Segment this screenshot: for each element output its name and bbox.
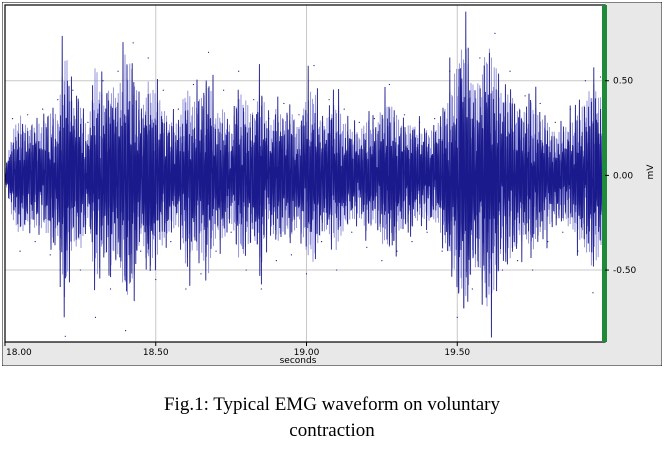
emg-sample-point	[207, 51, 210, 53]
emg-sample-point	[125, 330, 127, 332]
y-tick-label: -0.50	[613, 266, 637, 276]
emg-sample-point	[569, 108, 571, 110]
emg-sample-point	[102, 80, 104, 82]
x-tick-label: 19.50	[444, 348, 470, 358]
emg-sample-point	[396, 250, 398, 252]
emg-chart: 18.00 18.50 19.00 19.50 0.50 0.00 -0.50 secon…	[1, 1, 663, 367]
emg-signal	[5, 5, 605, 342]
emg-sample-point	[388, 83, 391, 86]
emg-sample-point	[192, 83, 195, 86]
emg-sample-point	[539, 102, 541, 105]
emg-sample-point	[27, 114, 29, 116]
emg-sample-point	[11, 117, 14, 120]
emg-sample-point	[290, 254, 293, 256]
emg-sample-point	[94, 316, 97, 318]
emg-sample-point	[79, 269, 81, 271]
emg-sample-point	[245, 269, 247, 271]
emg-sample-point	[532, 269, 534, 271]
emg-sample-point	[411, 241, 413, 243]
emg-sample-point	[177, 108, 179, 110]
x-tick-label: 18.00	[6, 348, 32, 358]
emg-sample-point	[494, 32, 496, 34]
y-tick-label: 0.00	[613, 171, 633, 181]
cursor-marker	[602, 5, 607, 342]
emg-sample-point	[313, 64, 315, 67]
emg-sample-point	[471, 288, 473, 290]
emg-sample-point	[373, 117, 375, 120]
emg-sample-point	[351, 231, 353, 233]
emg-sample-point	[64, 335, 66, 337]
emg-sample-point	[320, 241, 323, 243]
y-tick-label: 0.50	[613, 77, 633, 87]
emg-sample-point	[577, 250, 579, 252]
emg-sample-point	[49, 254, 51, 256]
emg-sample-point	[524, 95, 526, 97]
x-axis-title: seconds	[280, 356, 317, 366]
emg-sample-point	[501, 269, 504, 271]
emg-sample-point	[418, 121, 421, 123]
emg-chart-svg: 18.00 18.50 19.00 19.50 0.50 0.00 -0.50 secon…	[1, 1, 663, 367]
emg-sample-point	[185, 288, 187, 290]
emg-sample-point	[117, 70, 119, 72]
emg-sample-point	[268, 117, 270, 120]
emg-sample-point	[305, 273, 308, 275]
caption-line-1: Fig.1: Typical EMG waveform on voluntary	[163, 394, 501, 415]
emg-sample-point	[441, 250, 443, 252]
emg-sample-point	[109, 288, 112, 290]
x-tick-label: 18.50	[143, 348, 169, 358]
emg-sample-point	[275, 259, 277, 262]
emg-sample-point	[298, 114, 300, 116]
emg-sample-point	[260, 288, 262, 290]
emg-sample-point	[132, 42, 134, 44]
emg-sample-point	[72, 89, 74, 91]
emg-sample-point	[336, 269, 338, 271]
emg-sample-point	[328, 99, 330, 101]
x-axis-panel	[3, 342, 661, 365]
emg-sample-point	[147, 57, 149, 59]
emg-sample-point	[366, 246, 368, 248]
figure-caption: Fig.1: Typical EMG waveform on voluntary…	[0, 392, 664, 444]
emg-sample-point	[562, 231, 564, 233]
emg-sample-point	[34, 241, 36, 243]
caption-line-2: contraction	[289, 420, 375, 441]
emg-sample-point	[516, 259, 519, 262]
emg-sample-point	[162, 89, 164, 91]
time-cursor[interactable]	[602, 5, 607, 342]
emg-sample-point	[238, 70, 240, 72]
emg-sample-point	[87, 121, 89, 123]
y-axis-title: mV	[646, 164, 656, 180]
emg-sample-point	[222, 89, 225, 91]
emg-sample-point	[434, 117, 436, 120]
emg-sample-point	[155, 278, 157, 281]
emg-sample-point	[599, 76, 602, 78]
emg-sample-point	[253, 99, 255, 101]
emg-sample-point	[547, 241, 549, 243]
emg-sample-point	[554, 121, 556, 123]
emg-sample-point	[456, 316, 458, 318]
x-tick-label: 19.00	[294, 348, 320, 358]
emg-signal-trace	[5, 11, 605, 338]
emg-sample-point	[403, 114, 406, 116]
emg-sample-point	[170, 241, 172, 243]
emg-sample-point	[592, 292, 594, 294]
emg-sample-point	[42, 108, 44, 110]
y-axis-panel	[605, 3, 661, 342]
x-axis-ticks: 18.00 18.50 19.00 19.50	[4, 342, 470, 358]
emg-sample-point	[449, 70, 451, 72]
emg-sample-point	[358, 121, 360, 123]
emg-sample-point	[426, 231, 428, 233]
emg-sample-point	[215, 250, 217, 252]
emg-sample-point	[57, 99, 59, 101]
emg-sample-point	[584, 80, 587, 82]
y-axis-ticks: 0.50 0.00 -0.50	[605, 77, 637, 276]
emg-sample-point	[343, 108, 345, 110]
emg-sample-point	[140, 250, 142, 252]
emg-sample-point	[19, 250, 21, 252]
emg-sample-point	[509, 70, 511, 72]
emg-sample-point	[230, 231, 232, 233]
emg-sample-point	[283, 102, 285, 105]
emg-sample-point	[381, 259, 383, 262]
emg-sample-point	[200, 273, 202, 275]
emg-sample-point	[479, 57, 481, 59]
